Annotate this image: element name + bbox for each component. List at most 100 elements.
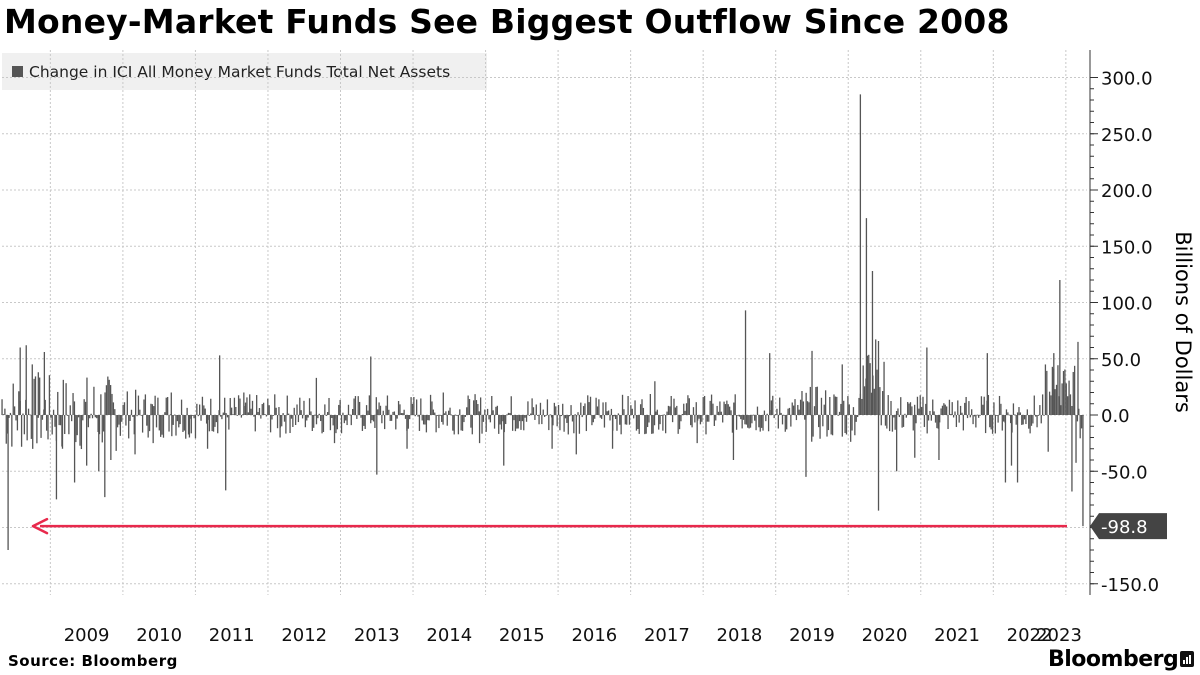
bar [443, 413, 446, 415]
bar [237, 395, 240, 415]
bar [621, 394, 624, 415]
bar [691, 415, 693, 428]
bar [747, 415, 749, 428]
bar [1046, 370, 1048, 415]
bar [208, 415, 211, 432]
bar [994, 415, 996, 434]
bar [614, 415, 617, 420]
bar [20, 415, 23, 447]
bar [605, 402, 607, 415]
bar [560, 415, 562, 417]
bar [1004, 415, 1007, 483]
bar [392, 411, 394, 415]
bar [434, 412, 436, 415]
bar [660, 415, 663, 416]
bar [264, 414, 266, 415]
bar [356, 415, 358, 419]
bar [938, 415, 940, 460]
bar [329, 415, 332, 431]
bar [436, 415, 439, 416]
bar [73, 415, 76, 483]
bar [459, 409, 461, 415]
bar [386, 395, 389, 415]
bar [300, 410, 302, 415]
bar [944, 404, 946, 415]
bar [873, 388, 875, 415]
bar [598, 399, 600, 415]
bar [732, 415, 735, 460]
bar [1068, 380, 1070, 415]
bar [98, 415, 100, 472]
bar [888, 415, 891, 432]
bar [1078, 408, 1080, 415]
bar [876, 369, 878, 415]
y-axis: 300.0 250.0 200.0 150.0 100.0 50.0 0.0 -50.0 -15… [1089, 50, 1159, 596]
bar [932, 399, 934, 415]
bar [869, 363, 871, 415]
bar [909, 402, 912, 415]
bar [927, 415, 930, 421]
bar [171, 415, 173, 437]
bar [278, 407, 280, 415]
bar [777, 415, 779, 429]
bars [1, 94, 1084, 550]
bar [671, 415, 674, 423]
bar [713, 415, 715, 426]
bar [1059, 280, 1061, 415]
bar [557, 404, 560, 415]
bar [340, 415, 343, 434]
bar [379, 405, 382, 415]
bar [417, 415, 419, 417]
bar [716, 405, 718, 415]
bar [47, 415, 49, 440]
bar [239, 398, 241, 415]
bar [602, 402, 604, 415]
bar [556, 415, 558, 427]
bar [331, 415, 333, 419]
bar [1016, 412, 1019, 415]
bar [30, 415, 32, 439]
bar [619, 415, 621, 425]
bar [478, 415, 481, 444]
bar [468, 399, 471, 415]
bar [866, 355, 869, 415]
bar [1061, 383, 1063, 415]
bar [179, 415, 181, 425]
bar [134, 415, 136, 455]
bar [397, 400, 400, 415]
bar [639, 404, 642, 415]
x-tick-label: 2013 [354, 625, 400, 646]
x-tick-label: 2018 [717, 625, 763, 646]
bar [267, 398, 269, 415]
bar [559, 415, 561, 431]
legend-swatch [12, 66, 23, 77]
bar [863, 386, 866, 415]
bar [194, 415, 197, 439]
bar [588, 402, 590, 415]
bar [219, 355, 221, 415]
bar [225, 413, 227, 415]
bar [126, 391, 128, 415]
bar [151, 404, 153, 415]
bar [61, 415, 64, 449]
bar [610, 408, 613, 415]
bar [1041, 394, 1044, 415]
bar [898, 415, 901, 418]
bar [663, 414, 665, 416]
bar [607, 410, 610, 415]
bar [96, 415, 98, 419]
bar [987, 394, 990, 415]
bar [486, 408, 489, 415]
callout-label: -98.8 [1101, 517, 1148, 538]
y-tick-label: 300.0 [1101, 69, 1153, 90]
bar [571, 415, 574, 422]
bar [139, 409, 141, 415]
bar [382, 410, 384, 415]
bar [435, 415, 437, 433]
bar [210, 398, 212, 415]
bar [510, 396, 512, 415]
bar [644, 415, 646, 435]
bar [13, 406, 16, 415]
bar [946, 406, 948, 415]
bar [877, 415, 880, 511]
